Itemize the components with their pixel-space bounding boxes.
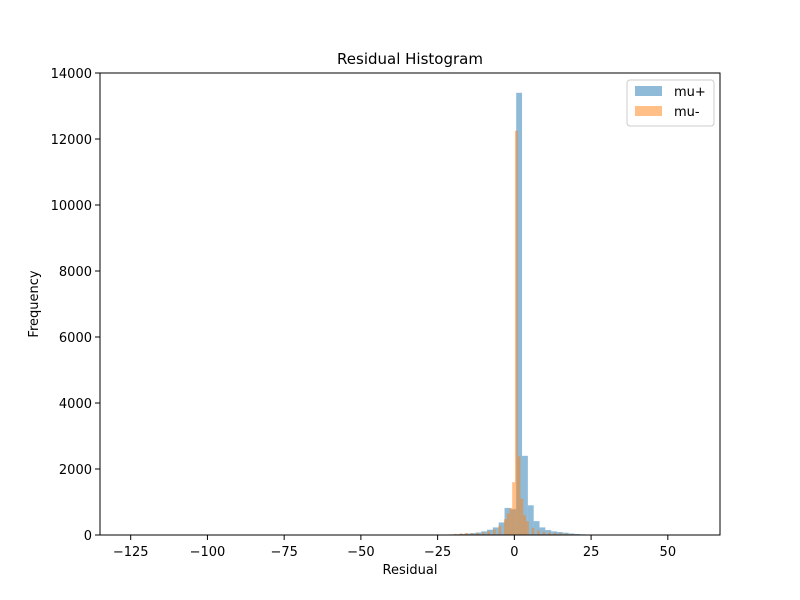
y-tick-label: 12000	[51, 133, 92, 148]
legend-swatch-mu-minus	[635, 106, 662, 116]
x-tick-label: −125	[113, 545, 149, 560]
histogram-bar	[515, 131, 518, 535]
x-tick-label: 25	[583, 545, 600, 560]
histogram-bar	[518, 456, 521, 535]
legend-label-mu-minus: mu-	[674, 105, 700, 120]
x-tick-label: 0	[510, 545, 518, 560]
y-tick-label: 0	[84, 529, 92, 544]
histogram-bar	[512, 482, 515, 535]
histogram-bar	[507, 514, 510, 535]
x-tick-label: −75	[270, 545, 297, 560]
histogram-bar	[487, 531, 490, 535]
chart-title: Residual Histogram	[337, 50, 483, 68]
x-tick-label: −50	[347, 545, 374, 560]
y-tick-label: 8000	[59, 265, 92, 280]
legend-label-mu-plus: mu+	[674, 85, 706, 100]
histogram-bar	[523, 515, 526, 535]
histogram-bar	[526, 521, 529, 535]
y-tick-label: 14000	[51, 67, 92, 82]
y-tick-label: 6000	[59, 331, 92, 346]
y-tick-label: 2000	[59, 463, 92, 478]
x-axis-title: Residual	[383, 563, 438, 578]
legend-swatch-mu-plus	[635, 86, 662, 96]
histogram-bar	[521, 499, 524, 535]
histogram-bar	[532, 528, 535, 535]
histogram-bar	[498, 526, 501, 535]
histogram-bar	[493, 529, 496, 535]
legend: mu+ mu-	[627, 80, 714, 126]
y-axis-title: Frequency	[27, 270, 42, 337]
y-tick-label: 10000	[51, 199, 92, 214]
x-tick-label: −100	[190, 545, 226, 560]
histogram-bar	[509, 508, 512, 535]
histogram-bar	[537, 530, 540, 535]
x-tick-label: 50	[660, 545, 677, 560]
histogram-bar	[504, 519, 507, 535]
x-tick-label: −25	[424, 545, 451, 560]
y-tick-label: 4000	[59, 397, 92, 412]
